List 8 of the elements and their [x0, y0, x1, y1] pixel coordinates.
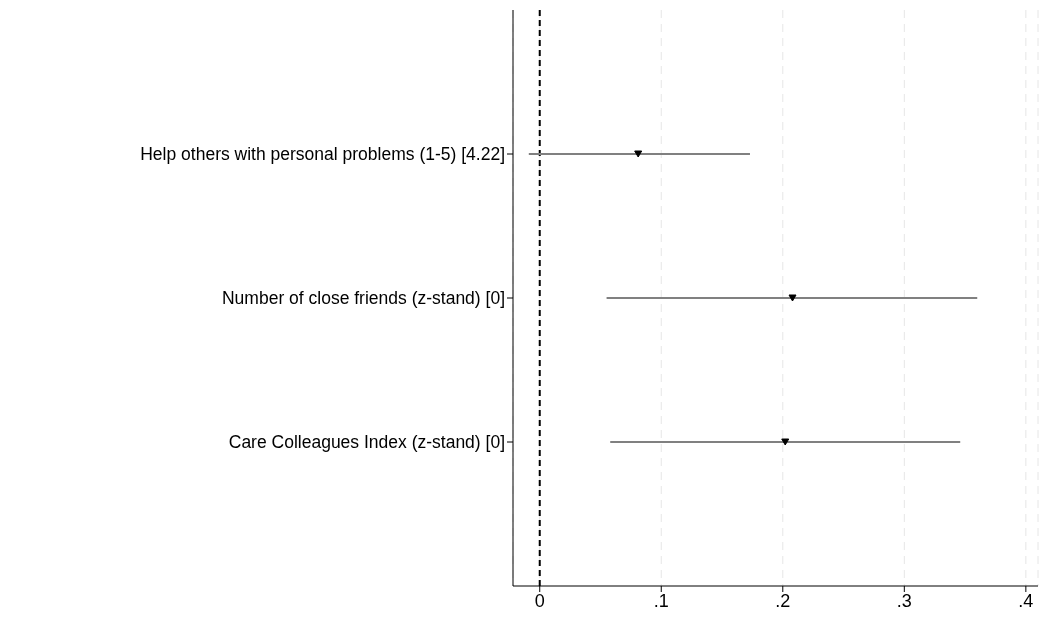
- y-tick-label: Help others with personal problems (1-5) [4.22]: [140, 144, 505, 165]
- y-tick-label: Number of close friends (z-stand) [0]: [221, 288, 505, 309]
- x-tick-label: .3: [896, 590, 912, 611]
- x-tick-label: 0: [534, 590, 545, 611]
- x-tick-label: .2: [775, 590, 791, 611]
- y-tick-label: Care Colleagues Index (z-stand) [0]: [228, 432, 505, 453]
- x-tick-label: .1: [653, 590, 669, 611]
- x-tick-label: .4: [1018, 590, 1034, 611]
